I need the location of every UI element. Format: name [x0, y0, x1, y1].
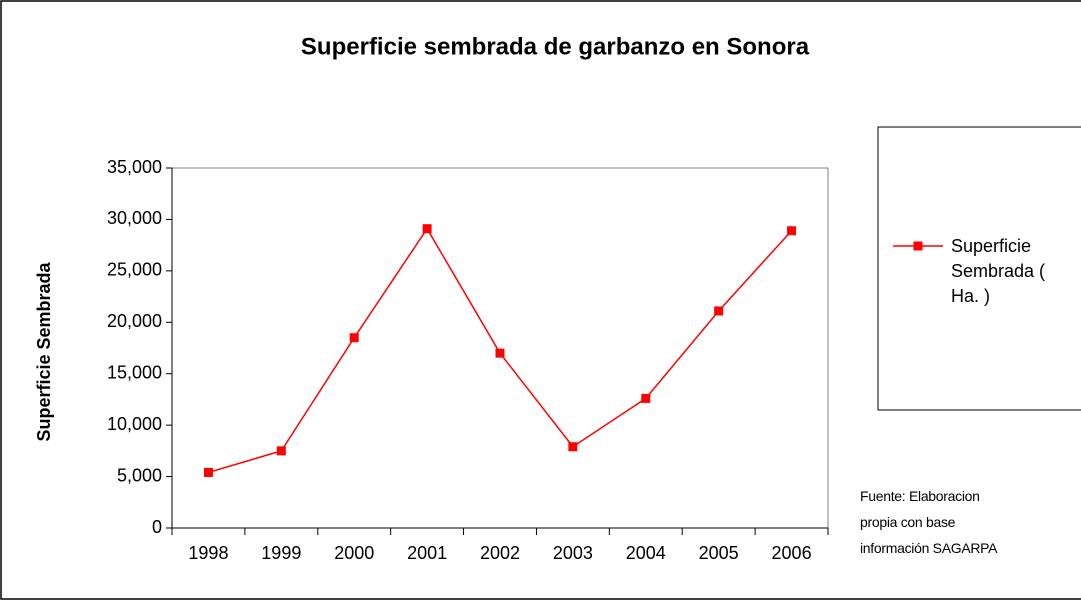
- y-tick-label: 15,000: [107, 362, 162, 382]
- y-tick-label: 30,000: [107, 208, 162, 228]
- data-point: [787, 226, 797, 236]
- data-point: [203, 467, 213, 477]
- x-tick-label: 1999: [261, 543, 301, 563]
- legend-box: [877, 126, 1081, 411]
- y-tick-label: 35,000: [107, 157, 162, 177]
- x-tick-label: 2004: [626, 543, 666, 563]
- y-tick-label: 5,000: [117, 465, 162, 485]
- y-axis-label: Superficie Sembrada: [34, 261, 54, 441]
- x-tick-label: 2006: [772, 543, 812, 563]
- data-point: [349, 333, 359, 343]
- legend-marker: [913, 241, 923, 251]
- y-tick-label: 25,000: [107, 260, 162, 280]
- data-point: [495, 348, 505, 358]
- data-point: [276, 446, 286, 456]
- data-point: [422, 224, 432, 234]
- data-point: [714, 306, 724, 316]
- source-note: Fuente: Elaboracion propia con base info…: [860, 488, 998, 556]
- legend-label: Superficie Sembrada ( Ha. ): [951, 236, 1046, 306]
- y-tick-label: 20,000: [107, 311, 162, 331]
- x-tick-label: 2005: [699, 543, 739, 563]
- y-tick-label: 10,000: [107, 414, 162, 434]
- data-point: [641, 393, 651, 403]
- chart-title: Superficie sembrada de garbanzo en Sonor…: [301, 33, 810, 60]
- data-point: [568, 442, 578, 452]
- y-tick-label: 0: [152, 517, 162, 537]
- x-tick-label: 2003: [553, 543, 593, 563]
- x-tick-label: 2000: [334, 543, 374, 563]
- x-tick-label: 1998: [188, 543, 228, 563]
- x-tick-label: 2002: [480, 543, 520, 563]
- plot-area: [171, 167, 829, 529]
- x-tick-label: 2001: [407, 543, 447, 563]
